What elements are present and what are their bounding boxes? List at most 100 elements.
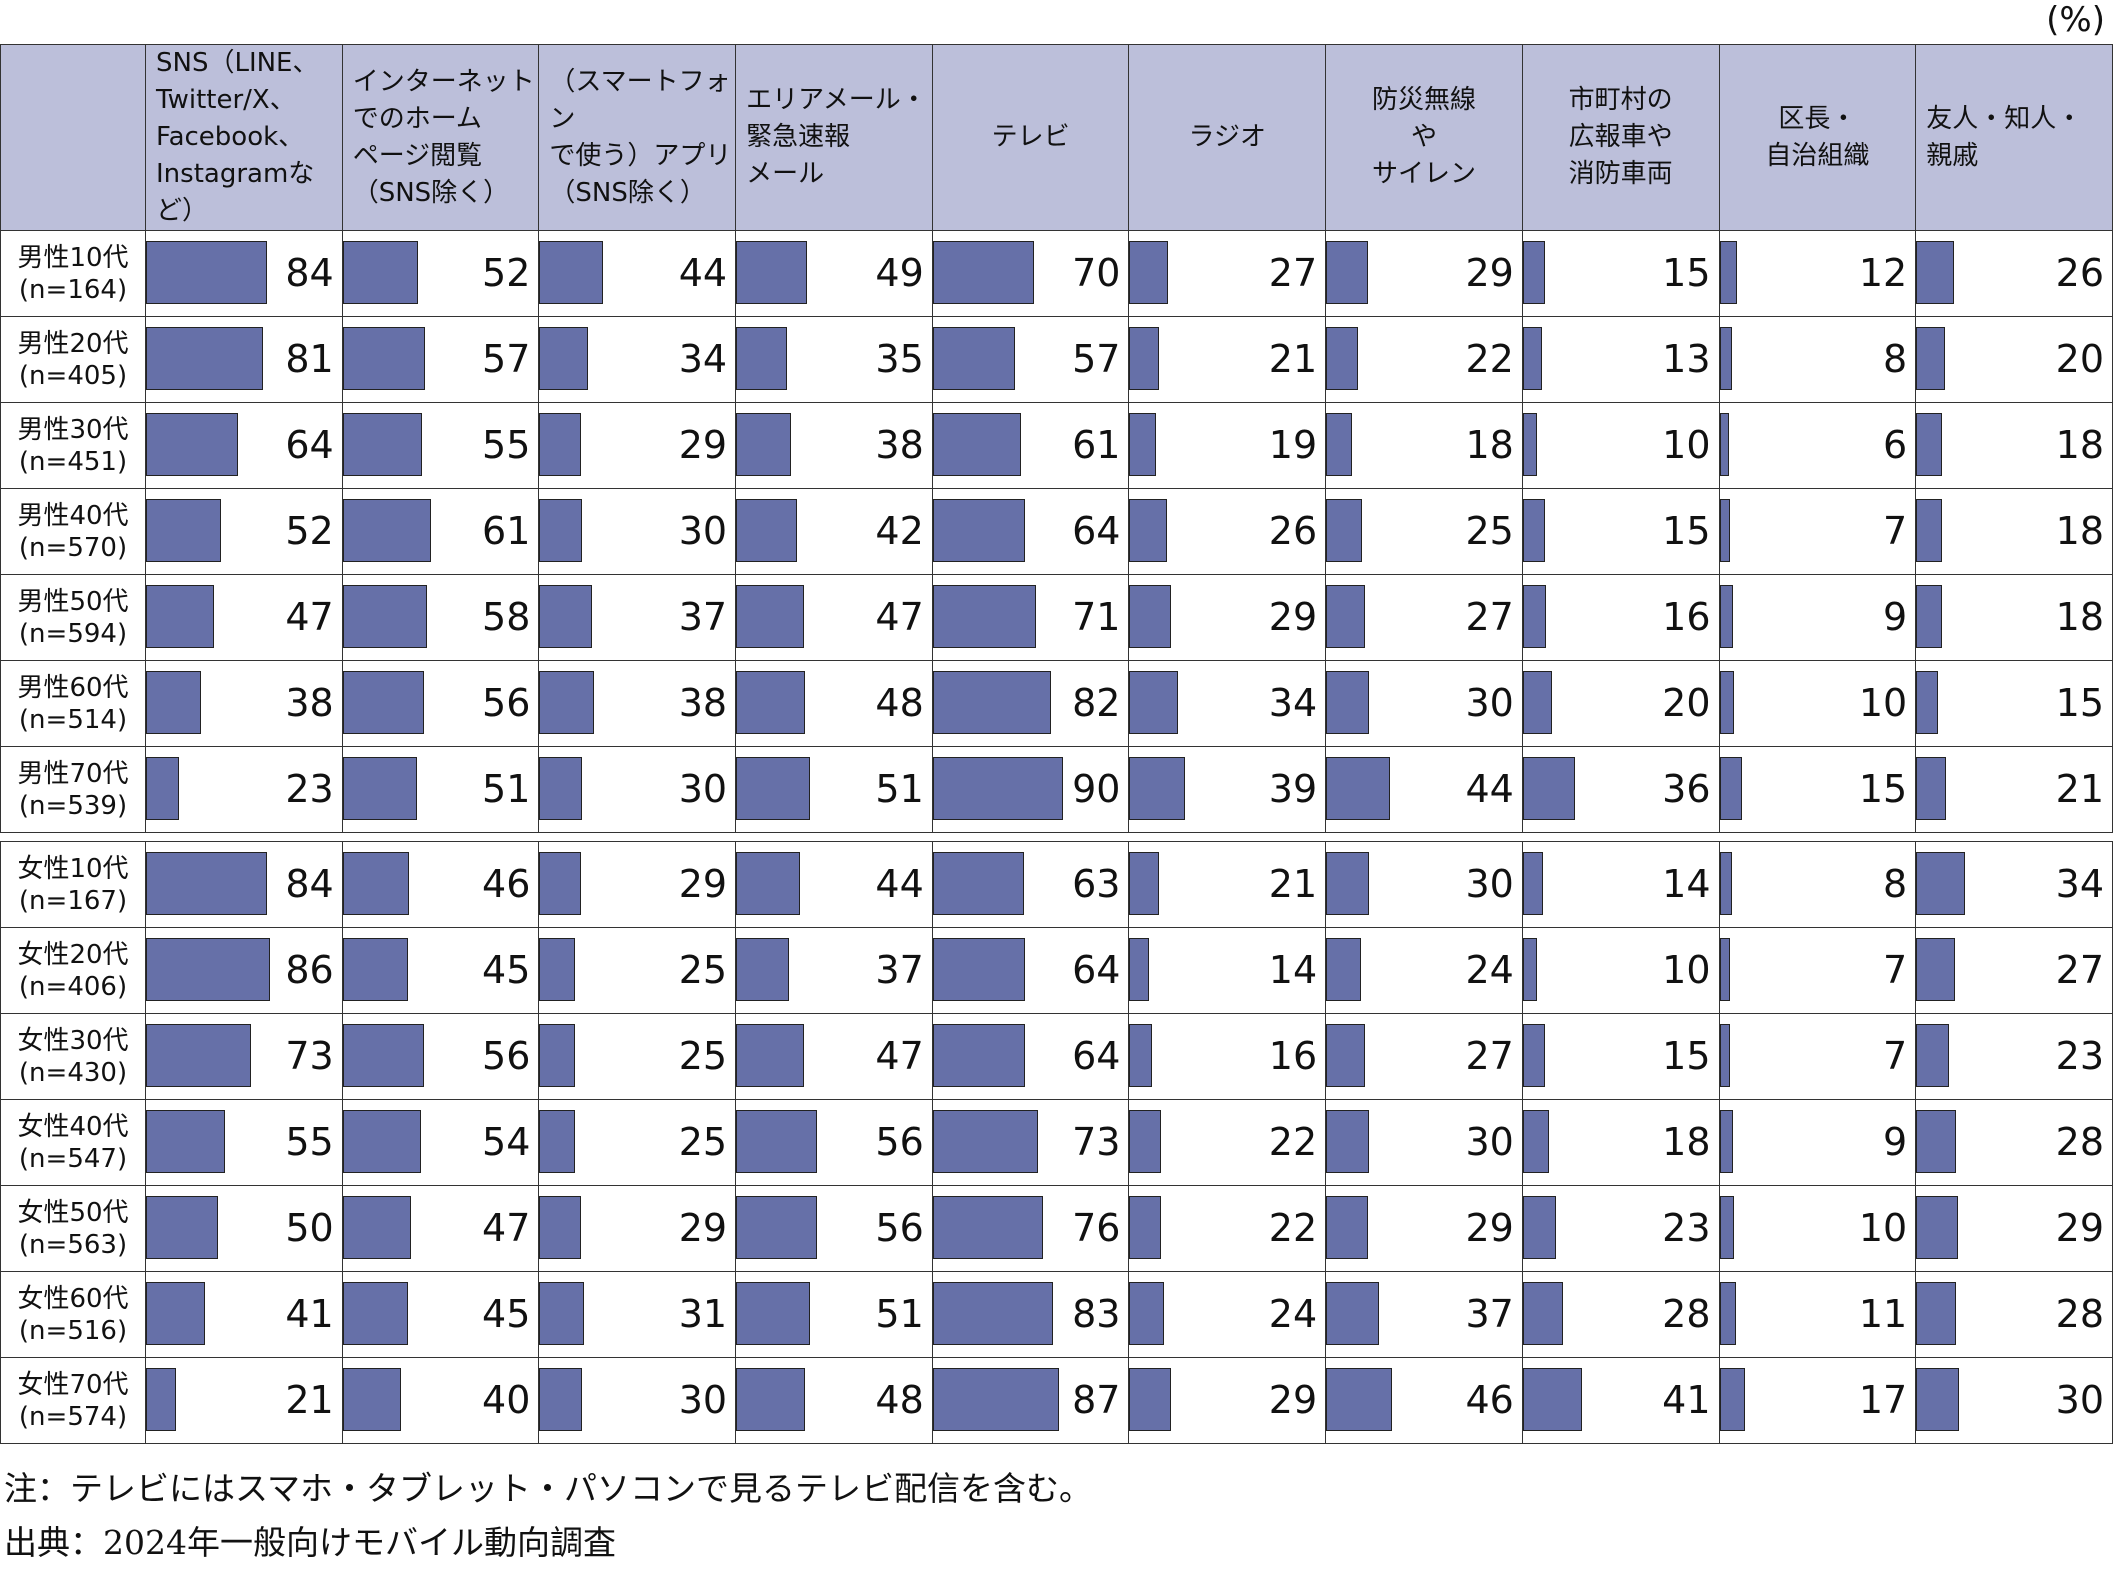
row-header: 女性10代 (n=167) xyxy=(0,841,146,928)
value-label: 29 xyxy=(1268,595,1318,639)
value-bar xyxy=(146,938,270,1001)
value-label: 18 xyxy=(2055,595,2104,639)
value-label: 39 xyxy=(1268,767,1318,811)
value-cell: 8 xyxy=(1718,316,1917,403)
value-label: 73 xyxy=(1072,1120,1121,1164)
value-cell: 23 xyxy=(1915,1013,2113,1100)
value-label: 29 xyxy=(678,1206,728,1250)
value-label: 29 xyxy=(1268,1378,1318,1422)
value-cell: 29 xyxy=(538,402,737,489)
value-cell: 7 xyxy=(1718,488,1917,575)
value-bar xyxy=(933,852,1024,915)
value-bar xyxy=(343,327,425,390)
value-cell: 27 xyxy=(1325,1013,1523,1100)
value-bar xyxy=(1326,1368,1393,1431)
value-bar xyxy=(1129,757,1186,820)
row-label: 男性50代 xyxy=(17,586,129,617)
value-bar xyxy=(1523,1282,1563,1345)
column-header-label: ラジオ xyxy=(1188,122,1267,152)
value-cell: 40 xyxy=(341,1357,540,1444)
value-bar xyxy=(1719,499,1730,562)
value-bar xyxy=(736,757,811,820)
row-sample-size: (n=405) xyxy=(18,360,128,391)
value-bar xyxy=(343,1368,401,1431)
value-bar xyxy=(1719,1196,1734,1259)
value-cell: 63 xyxy=(931,841,1130,928)
value-label: 56 xyxy=(482,681,531,725)
value-bar xyxy=(933,413,1021,476)
value-cell: 9 xyxy=(1718,1099,1917,1186)
value-bar xyxy=(1719,1368,1745,1431)
value-label: 13 xyxy=(1662,337,1711,381)
value-bar xyxy=(343,938,408,1001)
value-label: 26 xyxy=(1268,509,1318,553)
value-label: 10 xyxy=(1858,1206,1908,1250)
value-cell: 19 xyxy=(1128,402,1327,489)
value-label: 23 xyxy=(285,767,334,811)
value-label: 22 xyxy=(1268,1206,1318,1250)
value-label: 26 xyxy=(2055,251,2104,295)
value-bar xyxy=(539,1282,585,1345)
value-bar xyxy=(539,499,583,562)
value-label: 90 xyxy=(1072,767,1121,811)
value-cell: 29 xyxy=(538,841,737,928)
value-label: 29 xyxy=(678,862,728,906)
value-label: 34 xyxy=(2055,862,2104,906)
value-cell: 29 xyxy=(538,1185,737,1272)
table-row: 女性60代 (n=516) 41 45 31 51 83 24 37 28 11 28 xyxy=(0,1271,2113,1358)
value-cell: 11 xyxy=(1718,1271,1917,1358)
table-row: 女性40代 (n=547) 55 54 25 56 73 22 30 18 9 28 xyxy=(0,1099,2113,1186)
value-bar xyxy=(1719,1282,1736,1345)
value-cell: 51 xyxy=(735,1271,933,1358)
column-header-1: インターネット でのホーム ページ閲覧 （SNS除く） xyxy=(341,44,540,231)
value-cell: 58 xyxy=(341,574,540,661)
value-cell: 12 xyxy=(1718,230,1917,317)
row-sample-size: (n=167) xyxy=(18,885,128,916)
value-cell: 31 xyxy=(538,1271,737,1358)
value-bar xyxy=(539,585,593,648)
value-bar xyxy=(539,241,604,304)
value-cell: 22 xyxy=(1325,316,1523,403)
value-label: 18 xyxy=(1465,423,1514,467)
value-cell: 61 xyxy=(931,402,1130,489)
value-bar xyxy=(343,413,422,476)
value-bar xyxy=(1523,1196,1556,1259)
value-bar xyxy=(1326,241,1369,304)
value-bar xyxy=(343,499,431,562)
value-label: 8 xyxy=(1883,337,1908,381)
separator-cell xyxy=(0,832,2113,842)
value-label: 37 xyxy=(875,948,924,992)
value-label: 47 xyxy=(482,1206,531,1250)
row-sample-size: (n=516) xyxy=(18,1315,128,1346)
value-cell: 48 xyxy=(735,660,933,747)
value-label: 14 xyxy=(1268,948,1318,992)
value-cell: 49 xyxy=(735,230,933,317)
value-bar xyxy=(1129,1024,1153,1087)
value-cell: 56 xyxy=(341,660,540,747)
value-label: 82 xyxy=(1072,681,1121,725)
value-bar xyxy=(1916,757,1947,820)
value-cell: 23 xyxy=(1521,1185,1720,1272)
value-cell: 15 xyxy=(1521,488,1720,575)
value-label: 34 xyxy=(1268,681,1318,725)
value-bar xyxy=(146,327,263,390)
value-label: 64 xyxy=(285,423,334,467)
value-cell: 15 xyxy=(1718,746,1917,833)
value-label: 10 xyxy=(1858,681,1908,725)
column-header-label: （スマートフォン で使う）アプリ （SNS除く） xyxy=(549,66,732,208)
value-cell: 9 xyxy=(1718,574,1917,661)
value-bar xyxy=(933,938,1025,1001)
value-label: 71 xyxy=(1072,595,1121,639)
value-cell: 71 xyxy=(931,574,1130,661)
value-cell: 29 xyxy=(1128,574,1327,661)
value-label: 42 xyxy=(875,509,924,553)
value-cell: 30 xyxy=(538,1357,737,1444)
row-sample-size: (n=451) xyxy=(18,446,128,477)
value-bar xyxy=(146,241,267,304)
value-label: 46 xyxy=(482,862,531,906)
value-label: 14 xyxy=(1662,862,1711,906)
value-cell: 83 xyxy=(931,1271,1130,1358)
value-bar xyxy=(1523,327,1542,390)
value-bar xyxy=(1719,671,1734,734)
value-label: 17 xyxy=(1858,1378,1908,1422)
